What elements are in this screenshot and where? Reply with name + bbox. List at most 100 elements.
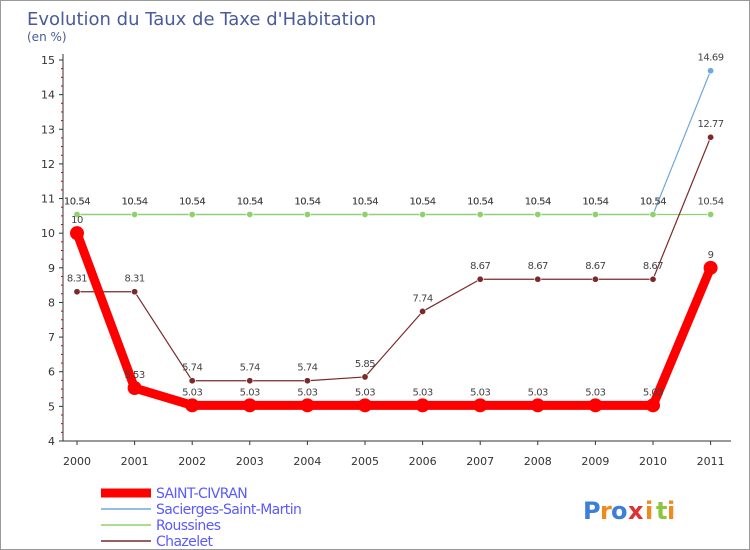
chart-subtitle: (en %)	[27, 30, 67, 44]
logo-letter: i	[645, 497, 653, 525]
series-point-3	[476, 275, 484, 283]
data-label: 5.03	[182, 387, 202, 398]
data-label: 10.54	[179, 196, 205, 207]
data-label: 10.54	[525, 196, 551, 207]
series-point-0	[646, 398, 660, 413]
series-point-0	[358, 398, 372, 413]
logo-letter: o	[611, 497, 628, 525]
x-tick-label: 2001	[121, 455, 149, 468]
series-point-2	[649, 210, 657, 218]
data-label: 10.54	[237, 196, 263, 207]
series-point-2	[591, 210, 599, 218]
series-labels: 10 5.53 5.03 5.03 5.03 5.03 5.03 5.03 5.03 5.03 5.…	[64, 53, 724, 399]
data-label: 14.69	[698, 53, 724, 64]
y-tick-label: 12	[41, 158, 55, 171]
logo-letter: P	[583, 497, 601, 525]
legend-label-3: Chazelet	[156, 534, 213, 549]
data-label: 10.54	[352, 196, 378, 207]
series-point-3	[73, 288, 81, 296]
series-point-0	[300, 398, 315, 413]
y-tick-label: 7	[48, 331, 55, 344]
data-label: 7.74	[412, 293, 432, 304]
y-tick-label: 6	[48, 366, 55, 379]
data-label: 8.67	[528, 261, 548, 272]
data-label: 10.54	[294, 196, 320, 207]
series-point-3	[188, 377, 196, 385]
data-label: 5.03	[585, 387, 605, 398]
series-line-3	[77, 137, 712, 382]
data-label: 5.53	[124, 370, 144, 381]
data-label: 10.54	[582, 196, 608, 207]
logo-letter: x	[628, 497, 644, 525]
series-point-2	[303, 210, 311, 218]
data-label: 12.77	[698, 119, 724, 130]
series-point-2	[131, 210, 139, 218]
legend: SAINT-CIVRANSacierges-Saint-MartinRoussi…	[101, 486, 302, 549]
y-tick-label: 13	[41, 123, 55, 136]
legend-label-1: Sacierges-Saint-Martin	[156, 502, 301, 518]
data-label: 5.74	[182, 363, 202, 374]
logo-letter: t	[656, 497, 667, 525]
series-point-2	[246, 210, 254, 218]
data-label: 10.54	[352, 196, 378, 207]
data-label: 10.54	[294, 196, 320, 207]
series-point-0	[242, 398, 257, 413]
y-tick-label: 9	[48, 262, 55, 275]
series-point-3	[649, 275, 657, 283]
data-label: 8.67	[585, 261, 605, 272]
data-label: 10.54	[582, 196, 608, 207]
series-point-3	[361, 373, 369, 381]
data-label: 5.03	[412, 387, 432, 398]
series-lines	[70, 67, 718, 413]
y-tick-label: 5	[48, 400, 55, 413]
series-point-3	[591, 275, 599, 283]
series-point-0	[703, 260, 718, 275]
series-point-2	[707, 210, 715, 218]
series-point-2	[419, 210, 427, 218]
series-point-2	[534, 210, 542, 218]
data-label: 10.54	[640, 196, 666, 207]
data-label: 10.54	[410, 196, 436, 207]
chart-title: Evolution du Taux de Taxe d'Habitation	[27, 9, 376, 30]
data-label: 10.54	[122, 196, 148, 207]
data-label: 10.54	[467, 196, 493, 207]
y-tick-label: 11	[41, 193, 55, 206]
data-label: 5.74	[240, 363, 260, 374]
series-point-2	[476, 210, 484, 218]
data-label: 10.54	[122, 196, 148, 207]
data-label: 8.31	[124, 274, 144, 285]
x-tick-label: 2010	[639, 455, 667, 468]
legend-label-0: SAINT-CIVRAN	[156, 486, 247, 502]
data-label: 10	[71, 215, 83, 226]
data-label: 5.03	[240, 387, 260, 398]
y-tick-label: 10	[41, 227, 55, 240]
data-label: 5.03	[355, 387, 375, 398]
data-label: 5.03	[297, 387, 317, 398]
series-line-1	[77, 70, 712, 216]
series-point-0	[415, 398, 430, 413]
data-label: 5.74	[297, 363, 317, 374]
x-tick-label: 2002	[178, 455, 206, 468]
series-point-0	[530, 398, 545, 413]
logo-letter: r	[600, 497, 612, 525]
x-tick-label: 2007	[466, 455, 494, 468]
y-tick-label: 8	[48, 296, 55, 309]
data-label: 10.54	[410, 196, 436, 207]
x-tick-label: 2000	[63, 455, 91, 468]
data-label: 10.54	[525, 196, 551, 207]
x-tick-label: 2003	[236, 455, 264, 468]
x-tick-label: 2008	[524, 455, 552, 468]
series-point-3	[131, 288, 139, 296]
data-label: 10.54	[640, 196, 666, 207]
data-label: 10.54	[64, 196, 90, 207]
data-label: 10.54	[698, 196, 724, 207]
series-point-2	[361, 210, 369, 218]
data-label: 5.03	[470, 387, 490, 398]
data-label: 10.54	[179, 196, 205, 207]
series-point-3	[419, 307, 427, 315]
data-label: 8.67	[643, 261, 663, 272]
data-label: 8.67	[470, 261, 490, 272]
